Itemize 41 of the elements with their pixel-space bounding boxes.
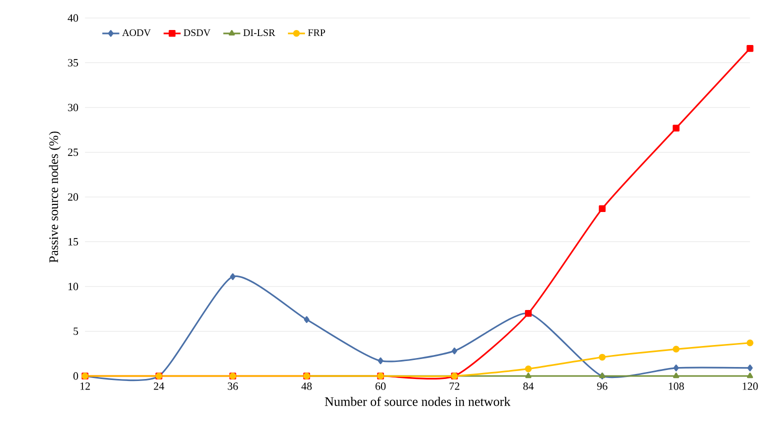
point <box>230 273 236 280</box>
y-tick-label: 15 <box>68 238 78 246</box>
x-tick-label: 84 <box>523 382 534 390</box>
x-tick-label: 60 <box>376 382 386 390</box>
y-tick-label: 20 <box>68 193 78 201</box>
point <box>525 372 532 378</box>
x-tick-label: 12 <box>80 382 90 390</box>
legend-label: DI-LSR <box>243 29 276 36</box>
point <box>746 339 754 346</box>
y-tick-label: 30 <box>68 104 78 112</box>
point <box>746 372 754 378</box>
x-tick-label: 72 <box>450 382 460 390</box>
y-tick-label: 0 <box>73 372 78 380</box>
y-tick-label: 40 <box>68 14 78 22</box>
point <box>304 316 310 324</box>
x-tick-label: 24 <box>154 382 164 390</box>
y-tick-label: 5 <box>74 328 78 335</box>
point <box>673 364 679 372</box>
legend-label: DSDV <box>184 29 210 36</box>
point <box>673 372 680 378</box>
point <box>747 364 753 372</box>
point <box>672 124 680 132</box>
point <box>598 205 606 212</box>
legend-label: AODV <box>122 29 151 36</box>
x-tick-label: 120 <box>742 382 758 390</box>
point <box>452 348 458 354</box>
point <box>746 45 754 52</box>
y-tick-label: 10 <box>68 282 78 290</box>
x-tick-label: 108 <box>668 382 684 390</box>
x-tick-label: 96 <box>597 382 608 390</box>
legend-label: FRP <box>308 29 326 36</box>
point <box>524 365 532 372</box>
x-tick-label: 48 <box>301 382 312 390</box>
y-tick-label: 35 <box>68 59 78 66</box>
point <box>598 354 606 361</box>
x-axis-title: Number of source nodes in network <box>324 396 510 406</box>
point <box>672 346 680 353</box>
y-tick-label: 25 <box>68 148 78 156</box>
x-tick-label: 36 <box>228 382 238 390</box>
y-axis-title: Passive source nodes (%) <box>48 132 61 263</box>
point <box>378 357 384 364</box>
